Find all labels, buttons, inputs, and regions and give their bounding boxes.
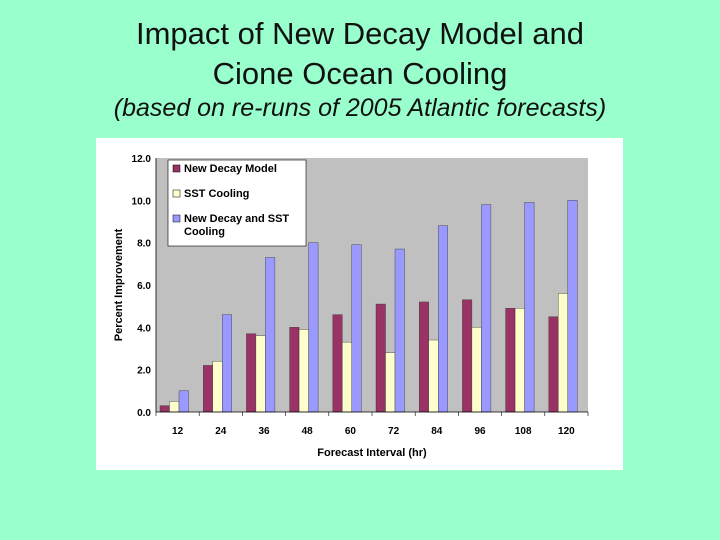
x-tick-label: 108 [515,426,532,437]
x-axis-title: Forecast Interval (hr) [317,447,427,459]
x-tick-label: 60 [345,426,357,437]
bar-2 [298,329,309,413]
y-tick-label: 4.0 [137,323,151,334]
x-tick-label: 24 [215,426,227,437]
legend-label-3: Cooling [184,226,225,238]
x-tick-label: 84 [431,426,443,437]
x-tick-label: 120 [558,426,575,437]
bar-1 [289,327,300,413]
bar-3 [567,200,578,413]
chart-container: 0.0 2.0 4.0 6.0 8.0 10.0 12.0 12 24 36 48 60 72 84 96 1… [96,138,623,470]
slide-title: Impact of New Decay Model and Cione Ocea… [0,14,720,94]
bar-3 [178,390,189,413]
x-tick-label: 12 [172,426,184,437]
bar-3 [524,202,535,413]
bar-3 [394,248,405,413]
y-tick-label: 10.0 [132,196,152,207]
bar-2 [428,339,439,413]
bar-2 [342,341,353,413]
bar-3 [221,314,232,413]
x-tick-label: 48 [302,426,314,437]
bar-1 [246,333,257,413]
y-tick-label: 2.0 [137,366,151,377]
bar-2 [471,327,482,413]
bar-2 [169,401,180,413]
bar-1 [375,303,386,413]
slide-title-line1: Impact of New Decay Model and [136,16,584,51]
bar-3 [481,204,492,413]
bar-2 [514,308,525,413]
legend-box [167,159,307,247]
slide-subtitle: (based on re-runs of 2005 Atlantic forec… [113,94,607,122]
x-tick-label: 36 [258,426,270,437]
y-axis-title: Percent Improvement [113,228,125,341]
bar-2 [255,335,266,413]
legend-label-2: SST Cooling [184,188,249,200]
bar-1 [159,405,170,413]
y-tick-label: 8.0 [137,239,151,250]
bar-3 [265,257,276,413]
bar-1 [548,316,559,413]
y-tick-label: 0.0 [137,408,151,419]
legend-swatch-2 [172,189,181,198]
legend-label-1: New Decay Model [184,163,277,175]
bar-3 [438,225,448,413]
y-tick-label: 12.0 [132,154,152,165]
bar-3 [308,242,319,413]
bar-1 [505,308,516,413]
bar-3 [351,244,362,413]
bar-1 [202,365,213,413]
bar-chart: 0.0 2.0 4.0 6.0 8.0 10.0 12.0 12 24 36 48 60 72 84 96 1… [113,154,589,459]
bar-2 [558,293,568,413]
bar-2 [385,352,396,413]
bar-1 [332,314,343,413]
legend-swatch-3 [172,214,181,223]
x-tick-label: 72 [388,426,400,437]
y-tick-label: 6.0 [137,281,151,292]
bar-2 [212,360,223,413]
legend-label-3: New Decay and SST [184,213,289,225]
bar-1 [419,301,429,413]
bar-1 [462,299,473,413]
x-tick-label: 96 [474,426,486,437]
legend-swatch-1 [172,164,181,173]
slide-title-line2: Cione Ocean Cooling [212,56,508,91]
